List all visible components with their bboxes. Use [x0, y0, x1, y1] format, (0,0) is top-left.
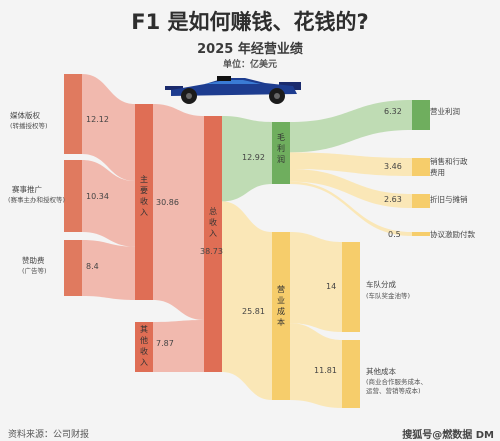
- other-label-char: 其: [140, 325, 148, 334]
- chart-title: F1 是如何赚钱、花钱的?: [131, 10, 369, 34]
- node-team: [342, 242, 360, 332]
- media-sub-label: (转播授权等): [10, 121, 48, 130]
- sga-label-1: 销售和行政: [430, 156, 468, 166]
- incent-value: 0.5: [388, 230, 401, 239]
- flow-total-to-gross: [222, 116, 272, 202]
- node-othcost: [342, 340, 360, 408]
- sga-value: 3.46: [384, 162, 402, 171]
- spons-value: 8.4: [86, 262, 99, 271]
- main-label-char: 入: [140, 208, 148, 217]
- source-note: 资料来源：公司财报: [8, 430, 90, 440]
- node-cost: [272, 232, 290, 400]
- main-label-char: 主: [140, 174, 148, 184]
- node-spons: [64, 240, 82, 296]
- flow-cost-to-team: [290, 232, 342, 332]
- flow-other-to-total: [153, 319, 204, 372]
- total-label-char: 总: [209, 206, 217, 216]
- dep-label: 折旧与摊销: [430, 194, 468, 204]
- node-op: [412, 100, 430, 130]
- total-value: 38.73: [200, 247, 223, 256]
- cost-value: 25.81: [242, 307, 265, 316]
- gross-label-char: 利: [277, 143, 285, 153]
- op-label: 营业利润: [430, 106, 460, 116]
- node-total: [204, 116, 222, 372]
- cost-label-char: 业: [277, 295, 285, 305]
- node-media: [64, 74, 82, 154]
- total-label-char: 收: [209, 217, 217, 227]
- flow-links: [82, 74, 412, 408]
- flow-gross-to-sga: [290, 152, 412, 176]
- other-value: 7.87: [156, 339, 174, 348]
- main-label-char: 收: [140, 196, 148, 206]
- other-label-char: 他: [140, 335, 148, 345]
- node-other: [135, 322, 153, 372]
- node-promo: [64, 160, 82, 232]
- cost-label-char: 本: [277, 317, 285, 327]
- cost-label-char: 成: [277, 306, 285, 316]
- unit-label: 单位：亿美元: [222, 60, 277, 70]
- flow-media-to-main: [82, 74, 135, 181]
- flow-gross-to-dep: [290, 168, 412, 208]
- spons-label: 赞助费: [22, 255, 45, 265]
- team-value: 14: [326, 282, 336, 291]
- flow-nodes: [64, 74, 430, 408]
- promo-label: 赛事推广: [12, 184, 42, 194]
- cost-label-char: 营: [277, 284, 285, 294]
- node-dep: [412, 194, 430, 208]
- main-value: 30.86: [156, 198, 179, 207]
- sga-label-2: 费用: [430, 167, 445, 177]
- other-label-char: 收: [140, 346, 148, 356]
- dep-value: 2.63: [384, 195, 402, 204]
- flow-promo-to-main: [82, 160, 135, 247]
- othcost-value: 11.81: [314, 366, 337, 375]
- flow-gross-to-incent: [290, 181, 412, 236]
- flow-spons-to-main: [82, 240, 135, 300]
- gross-value: 12.92: [242, 153, 265, 162]
- flow-cost-to-othcost: [290, 323, 342, 408]
- op-value: 6.32: [384, 107, 402, 116]
- chart-subtitle: 2025 年经营业绩: [197, 42, 303, 57]
- team-sub-label: (车队奖金池等): [366, 291, 410, 300]
- node-sga: [412, 158, 430, 176]
- watermark: 搜狐号@燃数据 DM: [402, 430, 494, 441]
- node-incent: [412, 232, 430, 236]
- media-label: 媒体版权: [10, 110, 40, 120]
- node-gross: [272, 122, 290, 184]
- flow-main-to-total: [153, 104, 204, 320]
- node-main: [135, 104, 153, 300]
- spons-sub-label: (广告等): [22, 266, 47, 275]
- main-label-char: 要: [140, 186, 148, 195]
- incent-label: 协议激励付款: [430, 229, 475, 239]
- team-label: 车队分成: [366, 279, 396, 289]
- race-car-icon: [165, 76, 301, 104]
- other-label-char: 入: [140, 358, 148, 367]
- gross-label-char: 润: [277, 154, 285, 164]
- gross-label-char: 毛: [277, 132, 285, 142]
- flow-total-to-cost: [222, 201, 272, 400]
- media-value: 12.12: [86, 115, 109, 124]
- promo-value: 10.34: [86, 192, 109, 201]
- othcost-sub-label-2: 运营、营销等成本): [366, 386, 421, 395]
- othcost-label: 其他成本: [366, 366, 396, 376]
- promo-sub-label: (赛事主办和授权等): [8, 195, 65, 204]
- total-label-char: 入: [209, 229, 217, 238]
- othcost-sub-label-1: (商业合作服务成本、: [366, 377, 427, 386]
- flow-gross-to-op: [290, 100, 412, 153]
